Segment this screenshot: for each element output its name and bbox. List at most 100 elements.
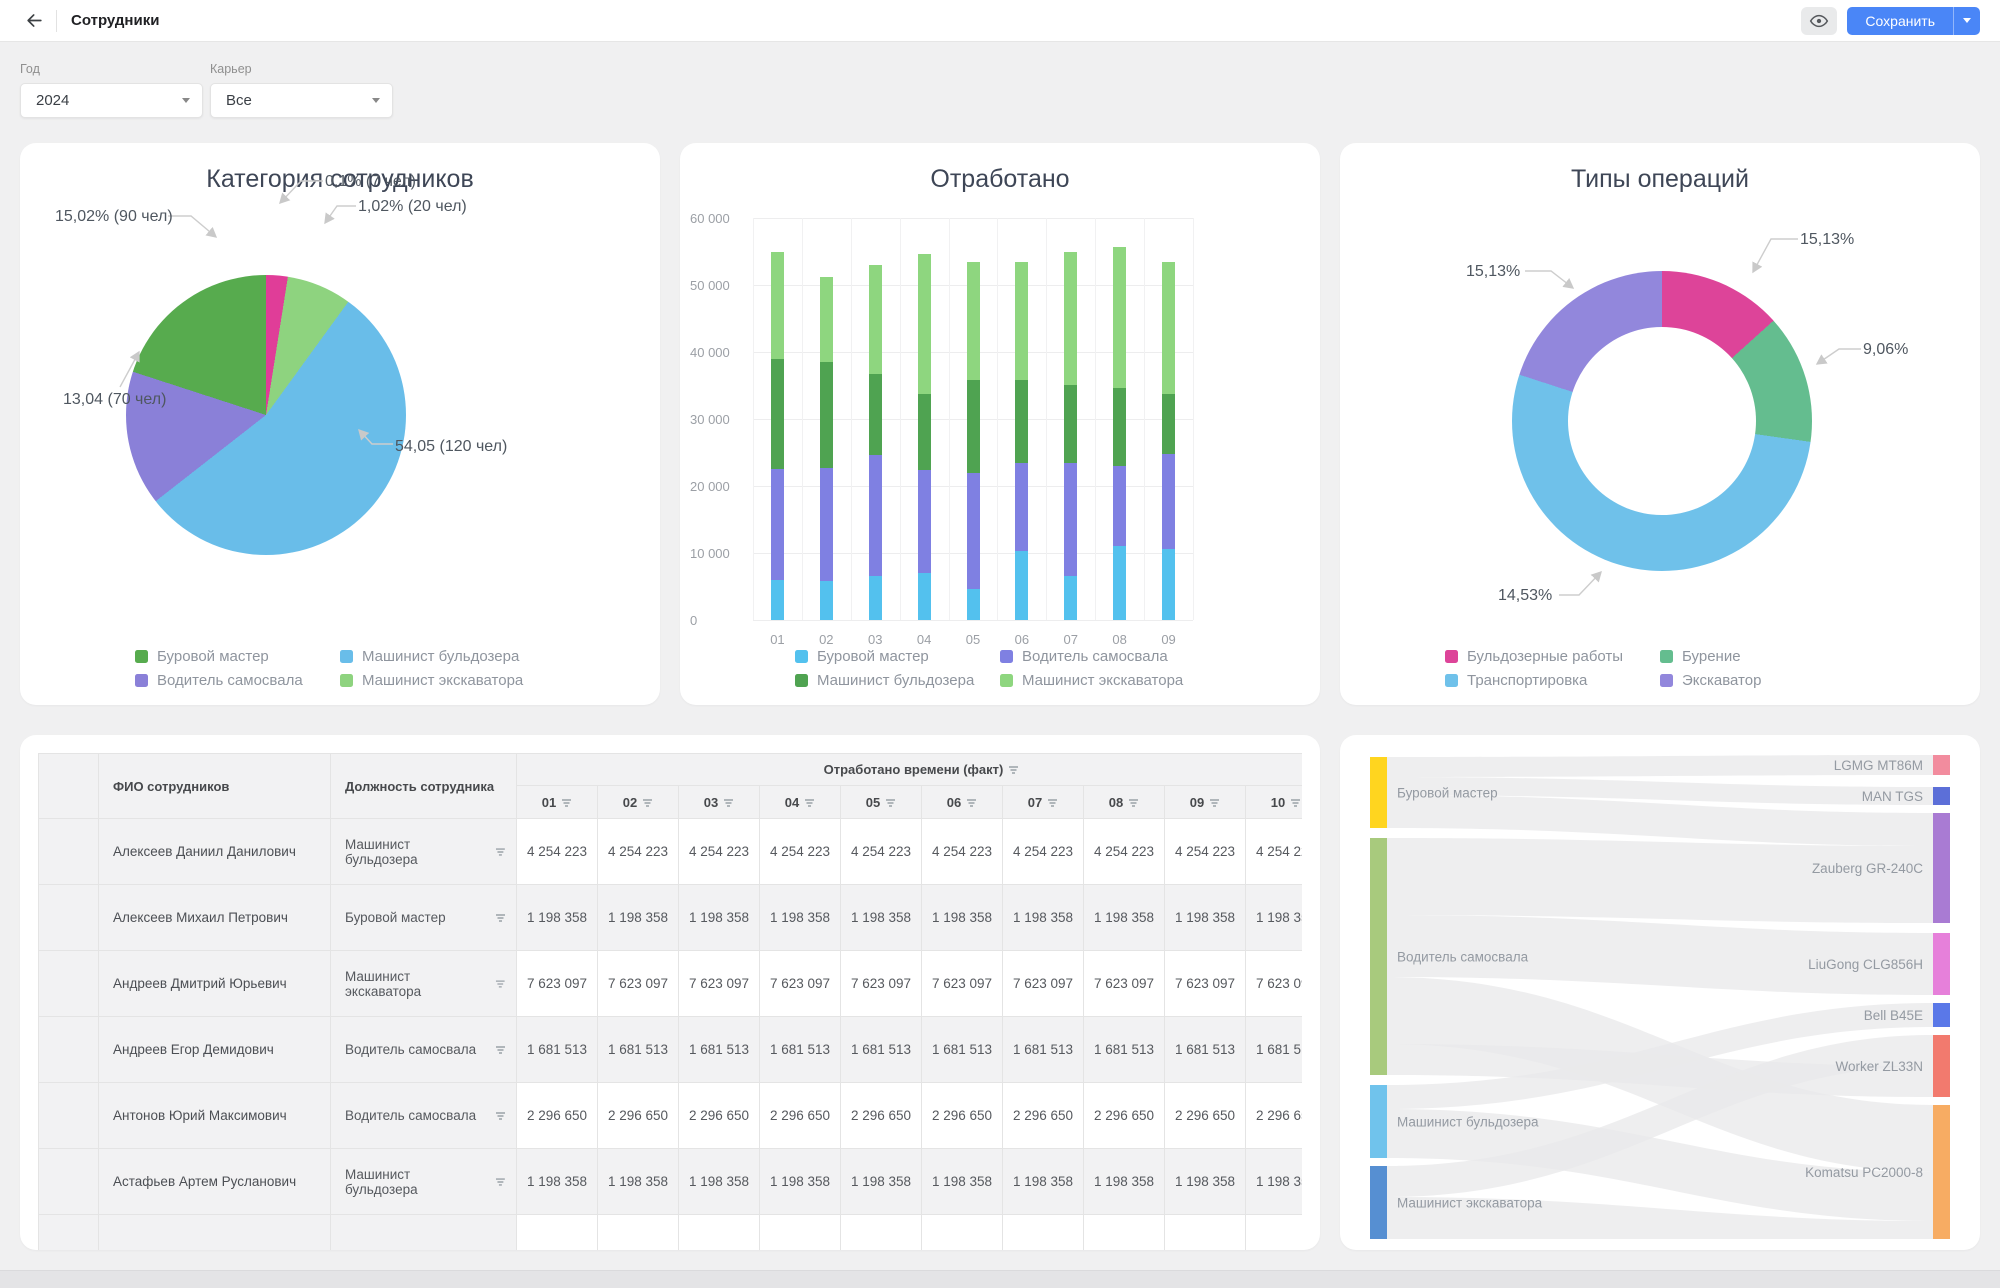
- worked-time-cell: 2 296 650: [597, 1082, 679, 1149]
- legend-item: Машинист бульдозера: [340, 648, 545, 665]
- month-column-header: 05: [840, 785, 922, 819]
- worked-time-cell: 1 198 358: [840, 1148, 922, 1215]
- sankey-link: [1387, 777, 1933, 805]
- filter-icon[interactable]: [966, 798, 977, 808]
- worked-time-cell: 4 254 223: [759, 818, 841, 885]
- bar-segment: [1162, 548, 1176, 620]
- bar-segment: [917, 393, 931, 470]
- pie-annotation: 1,02% (20 чел): [358, 198, 467, 215]
- quarry-select[interactable]: Все: [210, 83, 393, 118]
- year-select[interactable]: 2024: [20, 83, 203, 118]
- preview-button[interactable]: [1801, 6, 1838, 35]
- sankey-node-label: Водитель самосвала: [1397, 950, 1529, 965]
- filter-icon[interactable]: [1008, 765, 1019, 775]
- employee-category-pie-chart: [126, 275, 406, 555]
- filter-icon[interactable]: [642, 798, 653, 808]
- month-column-header: 06: [921, 785, 1003, 819]
- row-index-header: [38, 753, 99, 819]
- worked-time-cell: 1 198 358: [1245, 1148, 1302, 1215]
- sankey-node-label: Komatsu PC2000-8: [1805, 1165, 1923, 1180]
- legend-item: Водитель самосвала: [1000, 648, 1205, 665]
- worked-time-cell: 1 198 358: [921, 884, 1003, 951]
- worked-time-cell: 2 296 650: [759, 1082, 841, 1149]
- filter-icon[interactable]: [495, 913, 506, 923]
- filter-icon[interactable]: [495, 1045, 506, 1055]
- bar-segment: [1064, 252, 1078, 385]
- save-options-button[interactable]: [1953, 6, 1980, 35]
- legend-item: Водитель самосвала: [135, 672, 340, 689]
- worked-time-cell: 1 198 358: [759, 884, 841, 951]
- filter-icon[interactable]: [1209, 798, 1220, 808]
- quarry-select-value: Все: [226, 92, 252, 109]
- sankey-link: [1387, 1035, 1933, 1197]
- arrow-left-icon: [26, 14, 42, 27]
- save-button[interactable]: Сохранить: [1847, 6, 1953, 35]
- table-row: Алексеев Михаил Петрович Буровой мастер 1 …: [38, 884, 1302, 951]
- legend-label: Транспортировка: [1467, 672, 1588, 689]
- worked-time-cell: 1 198 358: [597, 1148, 679, 1215]
- bar-segment: [1064, 463, 1078, 577]
- y-axis-tick: 60 000: [690, 211, 730, 226]
- worked-time-cell: 7 623 097: [597, 950, 679, 1017]
- filter-icon[interactable]: [1128, 798, 1139, 808]
- legend-label: Машинист бульдозера: [362, 648, 520, 665]
- employee-name-cell: Астафьев Артем Русланович: [98, 1148, 331, 1215]
- legend-item: Экскаватор: [1660, 672, 1875, 689]
- filter-icon[interactable]: [561, 798, 572, 808]
- worked-time-cell: 1 681 513: [678, 1016, 760, 1083]
- legend-swatch: [795, 674, 808, 687]
- filter-icon[interactable]: [495, 847, 506, 857]
- bar-segment: [819, 467, 833, 582]
- back-button[interactable]: [20, 7, 48, 35]
- worked-time-cell: 1 198 358: [516, 884, 598, 951]
- worked-time-cell: 2 296 650: [1083, 1082, 1165, 1149]
- worked-time-cell: 2 296 650: [1164, 1082, 1246, 1149]
- legend-swatch: [1445, 650, 1458, 663]
- year-select-value: 2024: [36, 92, 70, 109]
- sankey-node-label: Машинист бульдозера: [1397, 1115, 1539, 1130]
- filter-icon[interactable]: [495, 1177, 506, 1187]
- worked-time-cell: 7 623 097: [921, 950, 1003, 1017]
- filter-icon[interactable]: [1290, 798, 1301, 808]
- worked-time-cell: 4 254 223: [840, 818, 922, 885]
- legend-label: Машинист экскаватора: [362, 672, 524, 689]
- legend-swatch: [135, 674, 148, 687]
- filter-icon[interactable]: [723, 798, 734, 808]
- filter-icon[interactable]: [804, 798, 815, 808]
- y-axis-tick: 10 000: [690, 546, 730, 561]
- sankey-card: Буровой мастер Водитель самосвала Машинист…: [1340, 735, 1980, 1250]
- worked-hours-card: Отработано 01 02 03 04 05 06 07 08 09 Буровой ма…: [680, 143, 1320, 705]
- legend-item: Машинист бульдозера: [795, 672, 1000, 689]
- sankey-node: [1933, 1003, 1950, 1027]
- filter-icon[interactable]: [885, 798, 896, 808]
- bar-segment: [1162, 393, 1176, 454]
- table-row: Алексеев Даниил Данилович Машинист бульдо…: [38, 818, 1302, 885]
- sankey-node-label: MAN TGS: [1862, 789, 1923, 804]
- quarry-filter-label: Карьер: [210, 62, 252, 76]
- filter-icon[interactable]: [495, 1111, 506, 1121]
- worked-time-cell: 7 623 097: [759, 950, 841, 1017]
- donut-annotation: 14,53%: [1498, 587, 1553, 604]
- bar-segment: [966, 380, 980, 474]
- bar-segment: [819, 276, 833, 363]
- table-scroll-area[interactable]: ФИО сотрудников Должность сотрудника Отраб…: [38, 753, 1302, 1250]
- worked-time-cell: 7 623 097: [1245, 950, 1302, 1017]
- x-axis-tick: 03: [867, 632, 883, 647]
- sankey-link: [1387, 755, 1933, 777]
- row-index-cell: [38, 1148, 99, 1215]
- x-axis-tick: 02: [819, 632, 834, 647]
- horizontal-scrollbar[interactable]: [0, 1270, 2000, 1288]
- legend-label: Машинист экскаватора: [1022, 672, 1184, 689]
- sankey-node-label: Bell B45E: [1864, 1008, 1923, 1023]
- worked-time-cell: 4 254 223: [921, 818, 1003, 885]
- sankey-node-label: Zauberg GR-240C: [1812, 861, 1923, 876]
- sankey-node: [1933, 787, 1950, 805]
- filter-icon[interactable]: [1047, 798, 1058, 808]
- bar-segment: [868, 264, 882, 375]
- employee-name-cell: Андреев Дмитрий Юрьевич: [98, 950, 331, 1017]
- bar-segment: [1113, 387, 1127, 466]
- filter-icon[interactable]: [495, 979, 506, 989]
- employees-table-card: ФИО сотрудников Должность сотрудника Отраб…: [20, 735, 1320, 1250]
- worked-time-cell: 7 623 097: [1164, 950, 1246, 1017]
- sankey-link: [1387, 838, 1933, 923]
